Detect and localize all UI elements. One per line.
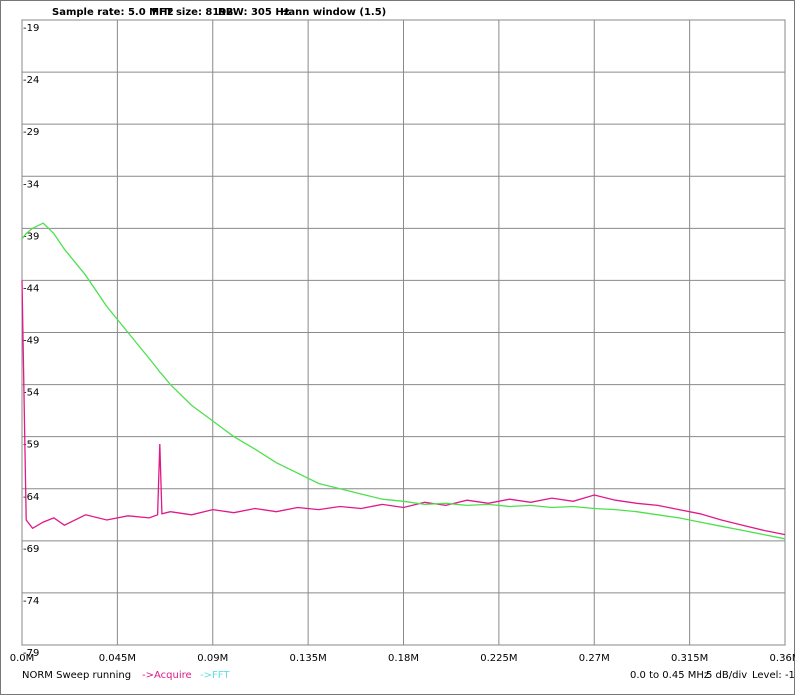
- y-tick-label: -49: [23, 336, 39, 347]
- y-tick-label: -54: [23, 388, 39, 399]
- x-tick-label: 0.045M: [99, 653, 136, 664]
- y-tick-label: -24: [23, 75, 39, 86]
- x-tick-label: 0.09M: [197, 653, 228, 664]
- x-tick-label: 0.0M: [10, 653, 35, 664]
- y-tick-label: -69: [23, 544, 39, 555]
- scale-text: 5 dB/div: [706, 670, 747, 681]
- x-tick-label: 0.225M: [480, 653, 517, 664]
- header-text: Hann window (1.5): [280, 7, 386, 18]
- x-tick-label: 0.315M: [671, 653, 708, 664]
- y-tick-label: -64: [23, 492, 39, 503]
- status-text: NORM Sweep running: [22, 670, 131, 681]
- y-tick-label: -19: [23, 23, 39, 34]
- y-tick-label: -39: [23, 231, 39, 242]
- y-tick-label: -74: [23, 596, 39, 607]
- level-text: Level: -1: [752, 670, 795, 681]
- legend-entry: ->Acquire: [142, 670, 192, 681]
- y-tick-label: -34: [23, 179, 39, 190]
- trace: [21, 222, 786, 540]
- x-tick-label: 0.27M: [579, 653, 610, 664]
- span-text: 0.0 to 0.45 MHz: [630, 670, 709, 681]
- header-text: RBW: 305 Hz: [218, 7, 290, 18]
- header-text: Sample rate: 5.0 MHz: [52, 7, 173, 18]
- header-text: FFT size: 8192: [152, 7, 233, 18]
- y-tick-label: -29: [23, 127, 39, 138]
- y-tick-label: -44: [23, 283, 39, 294]
- trace: [21, 280, 786, 536]
- x-tick-label: 0.18M: [388, 653, 419, 664]
- x-tick-label: 0.36M: [770, 653, 795, 664]
- x-tick-label: 0.135M: [289, 653, 326, 664]
- legend-entry: ->FFT: [200, 670, 230, 681]
- y-tick-label: -79: [23, 648, 39, 659]
- y-tick-label: -59: [23, 440, 39, 451]
